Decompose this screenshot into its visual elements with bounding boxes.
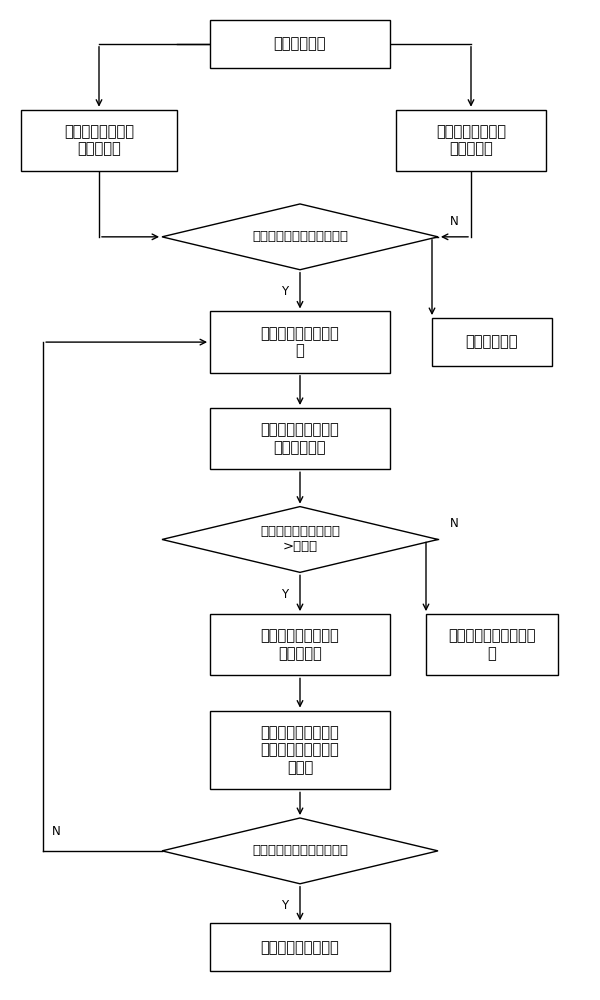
Text: 目标检测，框出物
体所在区域: 目标检测，框出物 体所在区域 [436, 124, 506, 157]
Text: N: N [52, 825, 61, 838]
Polygon shape [162, 204, 438, 270]
Text: N: N [450, 517, 459, 530]
FancyBboxPatch shape [210, 311, 390, 373]
Text: 判断特征点是否在区域内？: 判断特征点是否在区域内？ [252, 230, 348, 243]
FancyBboxPatch shape [210, 614, 390, 675]
Text: 双阈值法获取特征
点所在位置: 双阈值法获取特征 点所在位置 [64, 124, 134, 157]
FancyBboxPatch shape [210, 923, 390, 971]
FancyBboxPatch shape [210, 408, 390, 469]
FancyBboxPatch shape [21, 110, 177, 171]
FancyBboxPatch shape [210, 20, 390, 68]
Text: N: N [450, 215, 459, 228]
Text: 区域内动态特征点数目
>阈値？: 区域内动态特征点数目 >阈値？ [260, 525, 340, 553]
Text: 读取原始图像: 读取原始图像 [274, 36, 326, 51]
FancyBboxPatch shape [210, 711, 390, 789]
Text: 所有序列帧图像处理完毕？: 所有序列帧图像处理完毕？ [252, 844, 348, 857]
FancyBboxPatch shape [426, 614, 558, 675]
Text: 易删余特征点: 易删余特征点 [466, 335, 518, 350]
Text: 易删余区域内所有特征
点: 易删余区域内所有特征 点 [448, 629, 536, 661]
Text: 将有效特征点组成有
效特征点对，估计相
机位姿: 将有效特征点组成有 效特征点对，估计相 机位姿 [260, 725, 340, 775]
Text: 保留区域内特征点为
有效特征点: 保留区域内特征点为 有效特征点 [260, 629, 340, 661]
Text: 通过光流法跟踪特征
点: 通过光流法跟踪特征 点 [260, 326, 340, 358]
Polygon shape [162, 818, 438, 884]
Polygon shape [162, 507, 438, 572]
FancyBboxPatch shape [396, 110, 546, 171]
Text: Y: Y [281, 285, 289, 298]
Text: Y: Y [281, 899, 289, 912]
Text: 根据光流极线进行动
态特征点判定: 根据光流极线进行动 态特征点判定 [260, 422, 340, 455]
Text: Y: Y [281, 588, 289, 601]
Text: 视觉里程计构建完成: 视觉里程计构建完成 [260, 940, 340, 955]
FancyBboxPatch shape [432, 318, 552, 366]
